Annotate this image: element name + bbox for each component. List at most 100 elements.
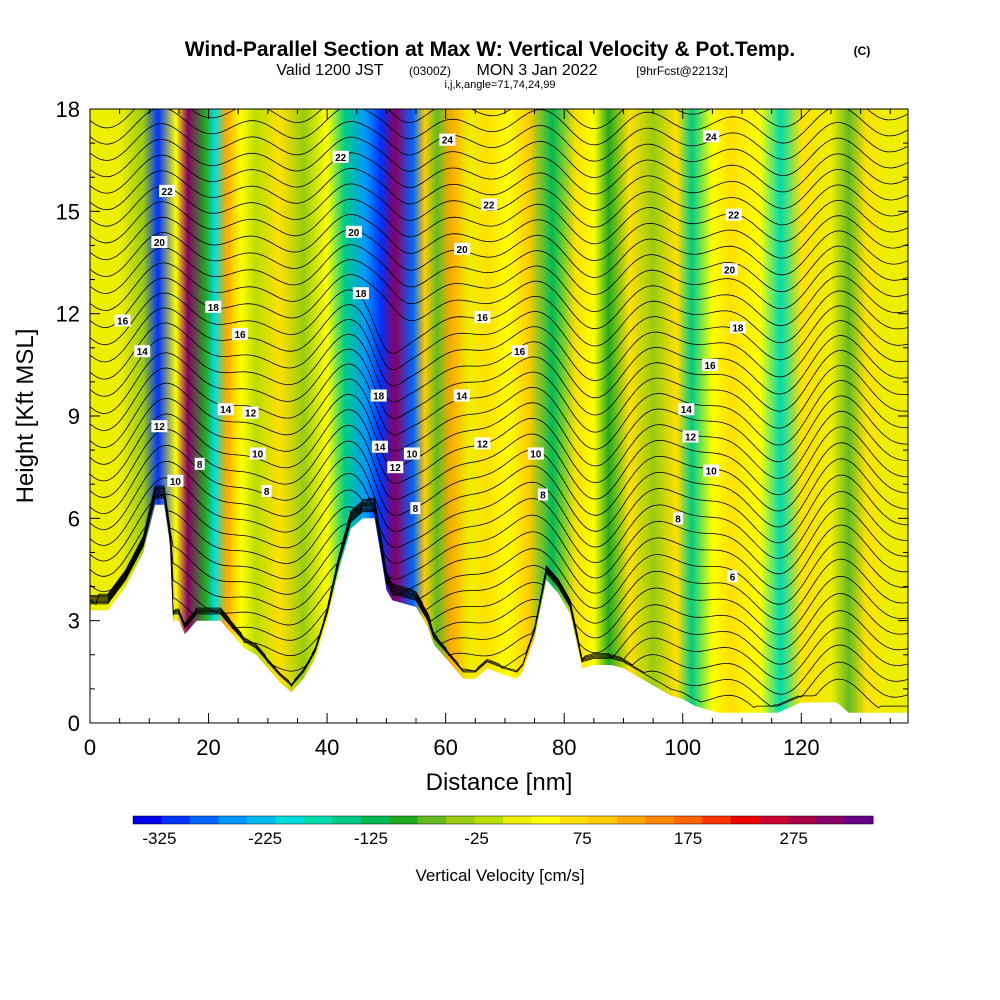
potential-temperature-contours [90,109,908,709]
isentrope-line [90,496,908,707]
colorbar-swatch [218,816,248,824]
isentrope-line [90,152,908,195]
isentrope-line [90,289,908,354]
isentrope-line [90,136,908,178]
subtitle-forecast: [9hrFcst@2213z] [636,64,728,78]
contour-label: 18 [373,392,385,403]
contour-label-bg [702,358,718,371]
isentrope-line [90,409,908,484]
y-tick-label: 18 [56,97,80,122]
isentrope-line [90,378,908,452]
terrain-mask [90,504,908,723]
isentrope-line [90,348,908,419]
contour-label: 6 [730,572,736,583]
isentrope-line [90,198,908,245]
plot-area: 22 20 16 14 12 10 8 18 16 14 12 10 8 22 20 18 18 14 12 10 8 2… [89,108,909,724]
x-tick-label: 120 [783,735,820,760]
colorbar-tick-label: 175 [674,829,702,848]
subtitle-date: MON 3 Jan 2022 [477,62,598,79]
colorbar-tick-label: -225 [248,829,282,848]
contour-label-bg [721,263,738,276]
colorbar-swatch [189,816,219,824]
contour-label-bg [261,485,272,497]
colorbar-swatch [559,816,589,824]
y-tick-label: 6 [68,506,80,531]
contour-label-bg [332,150,349,163]
isentrope-line [90,393,908,468]
colorbar-swatch [417,816,447,824]
contour-label: 14 [220,405,232,416]
colorbar-swatch [360,816,390,824]
contour-label: 10 [170,477,182,488]
subtitle-line: Valid 1200 JST (0300Z) MON 3 Jan 2022 [9… [276,62,727,79]
y-tick-label: 3 [68,609,80,634]
contour-label-bg [439,133,456,146]
isentrope-line [90,274,908,330]
isentrope-line [90,318,908,387]
isentrope-line [90,259,908,313]
contour-label-bg [511,345,528,358]
colorbar-swatch [161,816,191,824]
colorbar-swatch [531,816,561,824]
colorbar-swatch [702,816,732,824]
contour-label: 18 [732,323,744,334]
contour-label-bg [527,447,544,460]
contour-label: 18 [208,303,220,314]
contour-label-bg [217,403,234,416]
colorbar-swatch [332,816,362,824]
isentrope-line [90,304,908,371]
contour-label-bg [410,502,421,515]
isentrope-line [90,495,908,695]
contour-label-bg [403,447,420,460]
isentrope-line [90,492,908,665]
contour-label-bg [159,184,176,197]
contour-label: 24 [442,136,454,147]
isentrope-line [90,333,908,403]
contour-label: 24 [706,132,718,143]
x-tick-label: 80 [552,735,576,760]
contour-label: 20 [457,245,469,256]
contour-label: 12 [477,439,489,450]
contour-label: 16 [117,317,129,328]
isentrope-line [90,440,908,517]
contour-label-bg [682,430,699,443]
contour-label: 22 [728,211,740,222]
contour-label-bg [474,311,491,324]
isentrope-line [90,489,908,564]
contour-label: 12 [154,422,166,433]
contour-label-bg [729,321,746,334]
isentrope-line [90,183,908,228]
contour-label: 14 [137,347,149,358]
colorbar-swatch [787,816,817,824]
colorbar-swatch [730,816,760,824]
colorbar-tick-label: -125 [354,829,388,848]
contour-label-bg [345,225,362,238]
isentrope-line [90,229,908,278]
contour-label-bg [371,440,388,453]
colorbar-frame [132,815,874,825]
x-axis-label: Distance [nm] [426,769,573,796]
isentrope-line [90,109,908,130]
contour-labels: 22 20 16 14 12 10 8 18 16 14 12 10 8 22 20 18 18 14 12 10 8 2… [114,130,746,583]
contour-label-bg [205,300,222,313]
contour-label: 14 [456,392,468,403]
contour-label-bg [387,461,404,474]
isentrope-line [90,109,908,146]
y-axis-label: Height [Kft MSL] [12,329,39,504]
colorbar-swatch [389,816,419,824]
contour-label: 12 [685,433,697,444]
isentrope-line [90,424,908,500]
contour-label-bg [167,474,184,487]
subtitle-grid-indices: i,j,k,angle=71,74,24,99 [444,79,555,91]
contour-label: 20 [724,265,736,276]
y-tick-label: 15 [56,199,80,224]
contour-label: 22 [335,153,347,164]
contour-label: 22 [162,187,174,198]
contour-label: 20 [348,228,360,239]
isentrope-line [90,485,908,580]
isentrope-line [90,488,908,609]
contour-label-bg [725,208,742,221]
colorbar-swatch [275,816,305,824]
contour-label-bg [242,406,259,419]
